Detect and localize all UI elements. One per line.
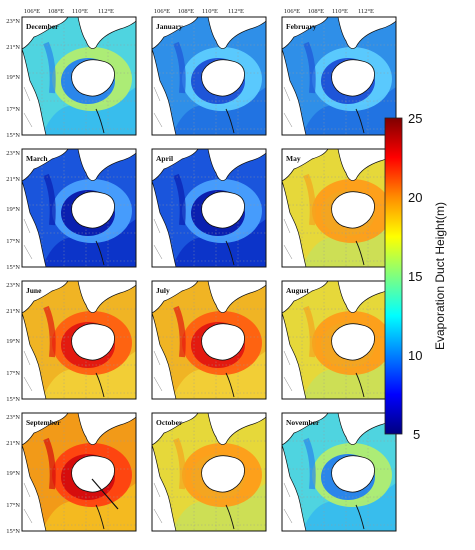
map-panel-march: March 23°N 21°N 19°N 17°N 15°N	[6, 148, 137, 271]
map-panel-may: May	[281, 148, 397, 268]
map-panel-november: November	[281, 412, 397, 532]
map-panel-july: July	[151, 280, 267, 400]
lat-tick-label: 19°N	[6, 206, 20, 213]
colorbar: 25 20 15 10 5 Evaporation Duct Height(m)	[384, 111, 447, 442]
lon-tick-label: 112°E	[228, 8, 244, 15]
lat-tick-label: 23°N	[6, 414, 20, 421]
colorbar-tick-25: 25	[408, 111, 422, 126]
colorbar-tick-10: 10	[408, 348, 422, 363]
map-field-february	[282, 17, 396, 135]
monthly-map-panels: December 23°N 21°N 19°N 17°N 15°N 106°E 108°E 11…	[6, 8, 397, 535]
lat-tick-label: 15°N	[6, 528, 20, 535]
map-field-january	[152, 17, 266, 135]
lat-tick-label: 19°N	[6, 338, 20, 345]
lon-tick-label: 112°E	[98, 8, 114, 15]
lat-tick-label: 17°N	[6, 238, 20, 245]
lat-tick-label: 17°N	[6, 370, 20, 377]
lon-tick-label: 108°E	[308, 8, 324, 15]
map-panel-october: October	[151, 412, 267, 532]
lon-tick-label: 106°E	[284, 8, 300, 15]
month-label-april: April	[156, 154, 173, 163]
lat-tick-label: 21°N	[6, 308, 20, 315]
lat-tick-label: 21°N	[6, 176, 20, 183]
month-label-august: August	[286, 286, 309, 295]
lat-tick-label: 23°N	[6, 282, 20, 289]
lon-tick-label: 108°E	[178, 8, 194, 15]
map-field-august	[282, 281, 396, 399]
map-panel-february: February 106°E 108°E 110°E 112°E	[281, 8, 397, 136]
map-panel-september: September 23°N 21°N 19°N 17°N 15°N	[6, 412, 137, 535]
lat-tick-label: 19°N	[6, 470, 20, 477]
map-panel-january: January 106°E 108°E 110°E 112°E	[151, 8, 267, 136]
map-field-november	[282, 413, 396, 531]
lon-tick-label: 110°E	[332, 8, 348, 15]
map-field-may	[282, 149, 396, 267]
map-field-september	[22, 413, 136, 531]
colorbar-tick-15: 15	[408, 269, 422, 284]
month-label-june: June	[26, 286, 42, 295]
month-label-november: November	[286, 418, 320, 427]
month-label-january: January	[156, 22, 183, 31]
lat-tick-label: 21°N	[6, 44, 20, 51]
map-panel-june: June 23°N 21°N 19°N 17°N 15°N	[6, 280, 137, 403]
month-label-march: March	[26, 154, 48, 163]
colorbar-tick-5: 5	[413, 427, 420, 442]
map-panel-august: August	[281, 280, 397, 400]
map-field-october	[152, 413, 266, 531]
map-field-march	[22, 149, 136, 267]
lat-tick-label: 23°N	[6, 150, 20, 157]
map-field-june	[22, 281, 136, 399]
lat-tick-label: 17°N	[6, 502, 20, 509]
lon-tick-label: 110°E	[202, 8, 218, 15]
month-label-february: February	[286, 22, 317, 31]
lon-tick-label: 108°E	[48, 8, 64, 15]
lat-tick-label: 15°N	[6, 264, 20, 271]
lon-tick-label: 106°E	[24, 8, 40, 15]
map-field-july	[152, 281, 266, 399]
month-label-september: September	[26, 418, 61, 427]
month-label-july: July	[156, 286, 170, 295]
colorbar-tick-20: 20	[408, 190, 422, 205]
lon-tick-label: 106°E	[154, 8, 170, 15]
lon-tick-label: 112°E	[358, 8, 374, 15]
lon-tick-label: 110°E	[72, 8, 88, 15]
map-panel-april: April	[151, 148, 267, 268]
map-field-april	[152, 149, 266, 267]
month-label-may: May	[286, 154, 301, 163]
map-panel-december: December 23°N 21°N 19°N 17°N 15°N 106°E 108°E 11…	[6, 8, 137, 139]
colorbar-label: Evaporation Duct Height(m)	[433, 202, 447, 350]
month-label-october: October	[156, 418, 183, 427]
lat-tick-label: 15°N	[6, 396, 20, 403]
lat-tick-label: 23°N	[6, 18, 20, 25]
lat-tick-label: 21°N	[6, 440, 20, 447]
lat-tick-label: 17°N	[6, 106, 20, 113]
lat-tick-label: 19°N	[6, 74, 20, 81]
month-label-december: December	[26, 22, 59, 31]
colorbar-gradient	[384, 117, 403, 435]
lat-tick-label: 15°N	[6, 132, 20, 139]
map-field-december	[22, 17, 136, 135]
